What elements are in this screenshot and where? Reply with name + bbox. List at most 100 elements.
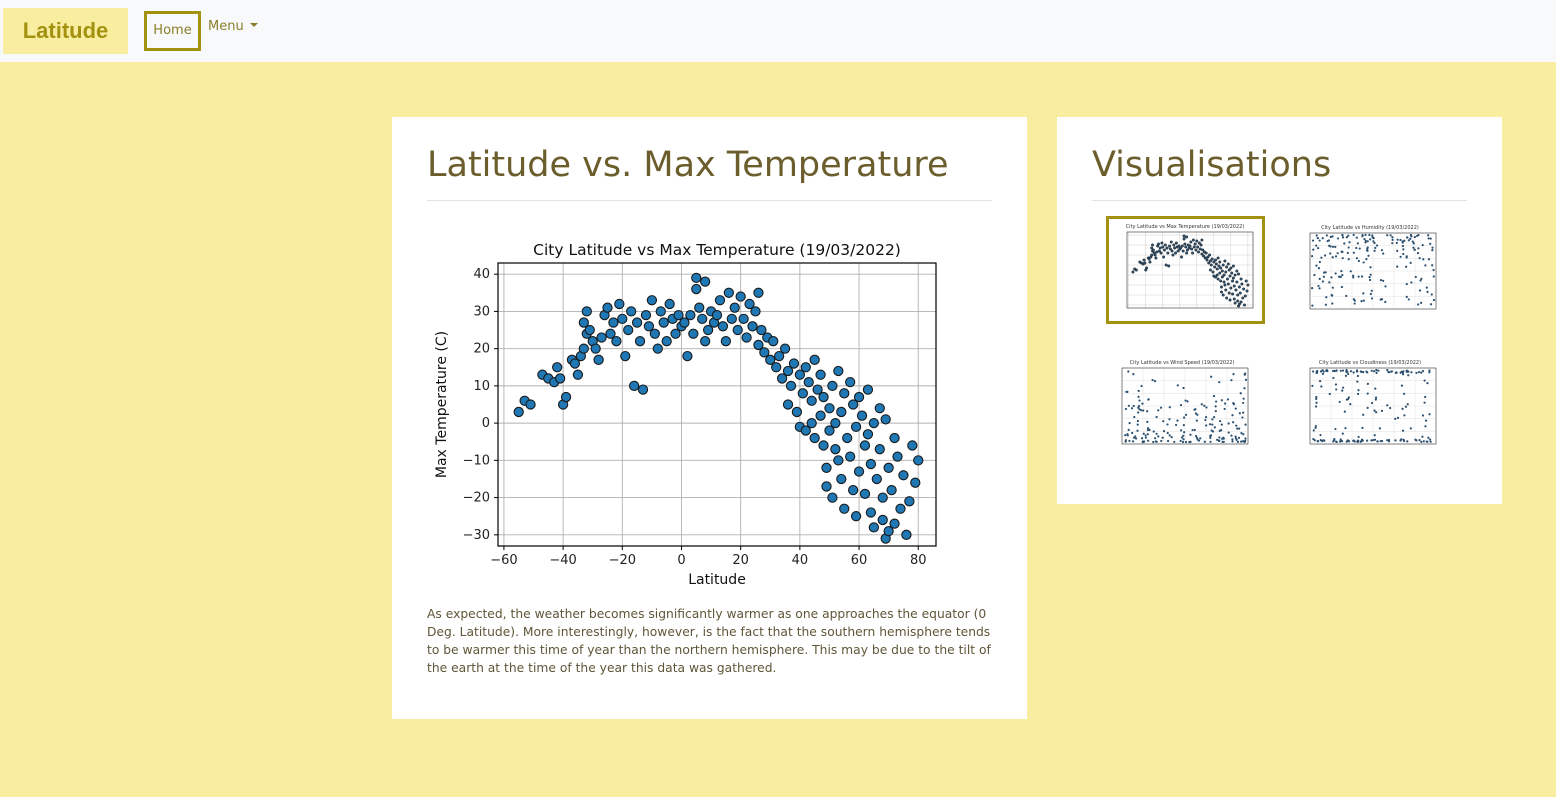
data-point <box>1374 396 1378 399</box>
data-point <box>1171 253 1175 257</box>
data-point <box>631 317 643 328</box>
visualisation-thumbnail[interactable]: City Latitude vs Cloudiness (19/03/2022) <box>1294 355 1444 455</box>
data-point <box>1335 388 1338 391</box>
y-tick-label: 30 <box>473 304 490 319</box>
data-point <box>1377 369 1380 372</box>
data-point <box>1215 273 1219 277</box>
data-point <box>853 391 865 403</box>
data-point <box>700 276 711 287</box>
data-point <box>1373 409 1376 412</box>
data-point <box>1366 406 1369 409</box>
data-point <box>1410 371 1413 374</box>
data-point <box>1374 398 1377 401</box>
data-point <box>1366 392 1369 395</box>
data-point <box>1373 370 1376 373</box>
y-tick-label: −20 <box>463 491 490 506</box>
data-point <box>1390 370 1393 373</box>
data-point <box>1185 251 1189 255</box>
scatter-chart: −60 −40 −20 0 20 40 60 80 −30 −20 −10 0 10 20 30 40 City… <box>434 241 937 588</box>
data-point <box>1188 440 1191 444</box>
y-tick-label: −30 <box>463 528 490 543</box>
data-point <box>1426 290 1429 293</box>
data-point <box>1151 378 1154 382</box>
data-point <box>1124 407 1127 411</box>
data-point <box>1197 241 1201 245</box>
data-point <box>1311 384 1314 387</box>
data-point <box>1331 294 1334 297</box>
data-point <box>1405 370 1408 373</box>
data-point <box>1235 438 1238 441</box>
data-point <box>1218 429 1221 432</box>
data-point <box>1150 246 1154 250</box>
data-point <box>1127 404 1130 407</box>
data-point <box>1336 237 1340 240</box>
data-point <box>1208 423 1212 426</box>
data-point <box>1316 246 1320 250</box>
data-point <box>1335 369 1338 372</box>
data-point <box>1240 282 1244 286</box>
data-point <box>1376 440 1379 443</box>
data-point <box>1184 440 1188 444</box>
data-point <box>1226 262 1230 266</box>
data-point <box>581 306 592 317</box>
data-point <box>1423 401 1426 404</box>
data-point <box>1232 421 1235 424</box>
data-point <box>628 380 640 392</box>
data-point <box>847 399 859 410</box>
data-point <box>824 425 835 436</box>
data-point <box>1183 416 1186 419</box>
data-point <box>1195 434 1198 438</box>
data-point <box>1323 439 1326 442</box>
data-point <box>1132 372 1135 376</box>
visualisation-thumbnail[interactable]: City Latitude vs Max Temperature (19/03/… <box>1106 216 1265 324</box>
data-point <box>1243 294 1247 298</box>
data-point <box>824 403 835 414</box>
data-point <box>1159 406 1163 409</box>
data-point <box>1420 277 1423 280</box>
data-point <box>1173 440 1176 444</box>
data-point <box>1346 251 1349 255</box>
visualisation-thumbnail[interactable]: City Latitude vs Wind Speed (19/03/2022) <box>1106 355 1256 455</box>
data-point <box>836 406 847 418</box>
data-point <box>1358 247 1361 250</box>
data-point <box>1245 289 1249 293</box>
data-point <box>1318 277 1321 280</box>
data-point <box>1347 234 1350 237</box>
data-point <box>815 369 826 380</box>
data-point <box>845 377 856 388</box>
data-point <box>771 362 782 373</box>
chart-description: As expected, the weather becomes signifi… <box>427 607 991 675</box>
data-point <box>1234 435 1237 438</box>
data-point <box>1219 279 1223 283</box>
data-point <box>1220 423 1223 426</box>
data-point <box>1401 429 1405 432</box>
data-point <box>1201 248 1205 252</box>
visualisation-thumbnail[interactable]: City Latitude vs Humidity (19/03/2022) <box>1294 220 1444 320</box>
data-point <box>1317 284 1320 288</box>
data-point <box>1370 289 1373 292</box>
data-point <box>1191 238 1195 242</box>
thumbnail-title: City Latitude vs Wind Speed (19/03/2022) <box>1130 360 1235 366</box>
data-point <box>892 451 903 462</box>
data-point <box>1362 292 1365 295</box>
brand-logo[interactable]: Latitude <box>3 8 128 54</box>
data-point <box>1191 428 1194 432</box>
data-point <box>1334 272 1337 275</box>
data-point <box>803 377 814 388</box>
nav-menu-dropdown[interactable]: Menu <box>208 19 258 34</box>
data-point <box>620 350 631 362</box>
data-point <box>1431 264 1434 267</box>
data-point <box>1179 439 1182 443</box>
x-tick-label: 0 <box>677 553 685 568</box>
data-point <box>785 380 797 392</box>
nav-home-link[interactable]: Home <box>144 11 201 51</box>
data-point <box>1246 283 1250 287</box>
data-point <box>1355 246 1358 250</box>
data-point <box>1312 248 1315 251</box>
data-point <box>1153 253 1157 257</box>
data-point <box>525 399 536 410</box>
data-point <box>1244 378 1248 381</box>
data-point <box>1174 251 1178 255</box>
data-point <box>1137 411 1140 414</box>
data-point <box>1232 297 1236 301</box>
